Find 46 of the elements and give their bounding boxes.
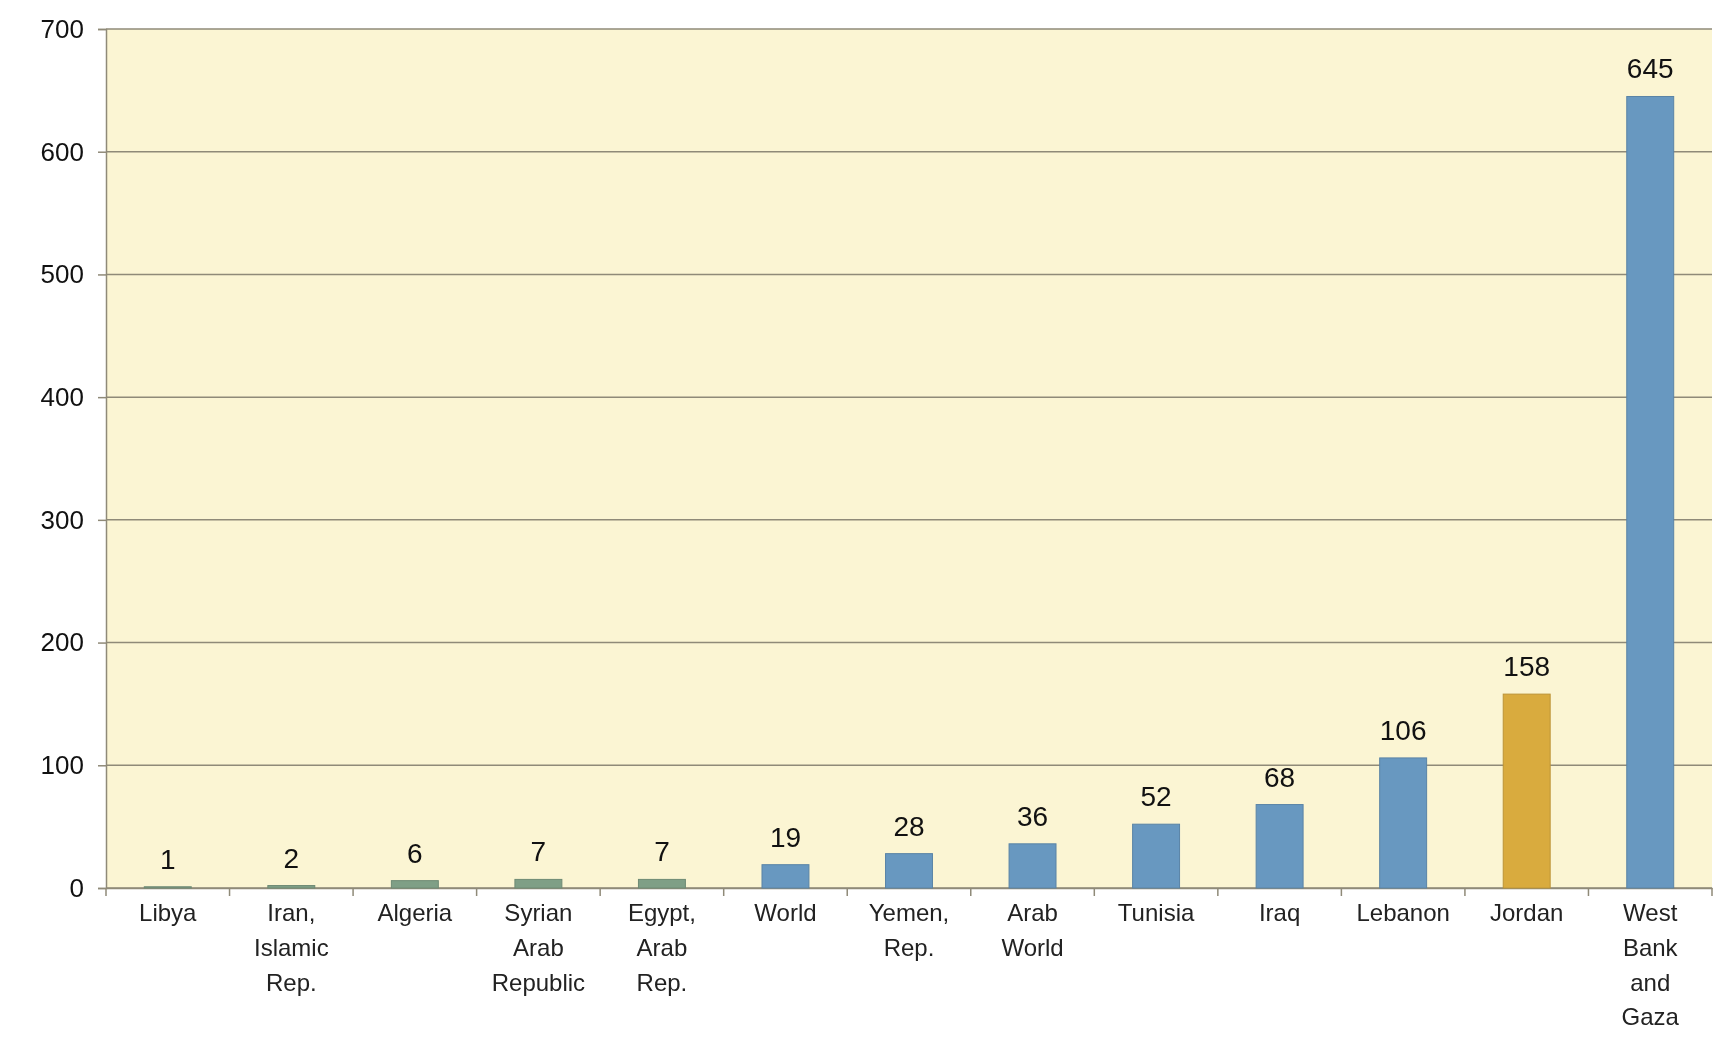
data-label: 68 xyxy=(1264,761,1296,793)
data-label: 7 xyxy=(654,836,670,868)
data-label: 6 xyxy=(407,837,423,869)
x-tick-label: Syrian Arab Republic xyxy=(491,899,586,996)
y-tick-label: 600 xyxy=(40,136,84,167)
data-label: 36 xyxy=(1016,800,1049,832)
data-label: 645 xyxy=(1626,53,1674,85)
y-tick-label: 500 xyxy=(40,259,84,290)
bar xyxy=(885,853,933,889)
x-tick-label: Iran, Islamic Rep. xyxy=(253,899,329,996)
x-tick-label: Arab World xyxy=(1001,899,1064,961)
x-tick-label: Lebanon xyxy=(1356,899,1450,927)
x-tick-label: Algeria xyxy=(377,899,453,927)
bar xyxy=(1626,95,1675,889)
y-tick-label: 300 xyxy=(40,504,84,535)
bar xyxy=(267,885,316,889)
bar xyxy=(637,878,686,889)
x-tick-label: Jordan xyxy=(1490,899,1564,927)
y-tick-label: 100 xyxy=(40,750,84,781)
data-label: 158 xyxy=(1503,651,1551,683)
x-tick-label: World xyxy=(754,899,817,927)
y-tick-label: 700 xyxy=(40,13,84,44)
x-tick-label: Tunisia xyxy=(1117,899,1195,927)
bar xyxy=(514,878,563,889)
x-tick-label: Libya xyxy=(139,899,198,927)
y-tick-label: 400 xyxy=(40,381,84,412)
data-label: 106 xyxy=(1379,714,1427,746)
bar xyxy=(761,864,810,889)
bar xyxy=(1132,823,1181,889)
bar xyxy=(390,880,439,889)
data-label: 1 xyxy=(159,843,176,875)
bar xyxy=(1379,757,1428,889)
bar xyxy=(1502,693,1551,889)
y-tick-label: 200 xyxy=(40,627,84,658)
bar xyxy=(1008,843,1057,889)
x-tick-label: West Bank and Gaza xyxy=(1621,899,1680,1031)
x-tick-label: Egypt, Arab Rep. xyxy=(627,899,696,996)
data-label: 7 xyxy=(530,836,547,868)
y-tick-label: 0 xyxy=(69,872,84,903)
x-tick-label: Iraq xyxy=(1258,899,1301,927)
x-tick-label: Yemen, Rep. xyxy=(868,899,950,961)
bar xyxy=(1255,804,1304,889)
data-label: 52 xyxy=(1140,781,1172,813)
data-label: 2 xyxy=(283,842,300,874)
data-label: 28 xyxy=(893,810,925,842)
data-label: 19 xyxy=(769,821,802,853)
